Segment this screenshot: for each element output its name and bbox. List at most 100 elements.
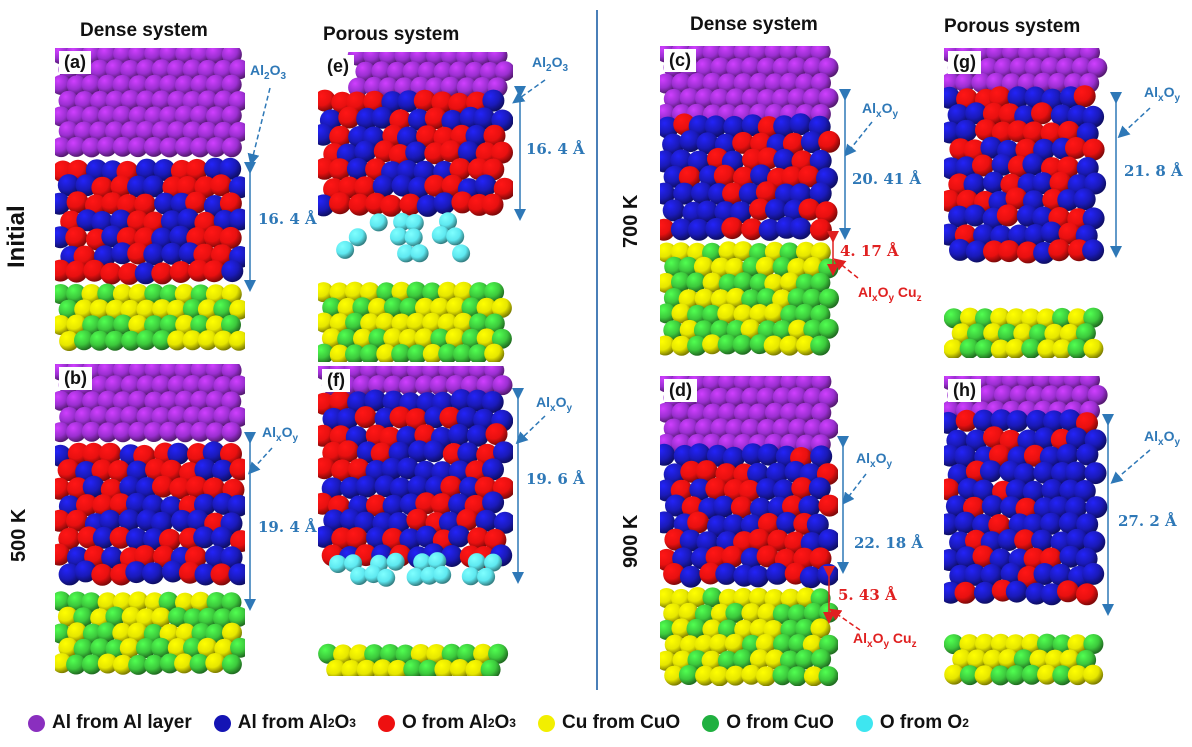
atom-o-cuo xyxy=(144,283,165,304)
atom-o-oxide xyxy=(1073,85,1096,108)
atom-al-oxide xyxy=(806,513,829,536)
atom-al-oxide xyxy=(756,478,779,501)
atom-al-oxide xyxy=(1076,443,1099,466)
atom-o-cuo xyxy=(383,297,404,318)
atom-cu xyxy=(740,319,761,340)
atom-o-cuo xyxy=(788,634,809,654)
atom-al-oxide xyxy=(101,546,124,569)
atom-al-layer xyxy=(449,61,469,82)
atom-al-oxide xyxy=(125,492,148,515)
atom-al-layer xyxy=(182,59,203,80)
atom-cu xyxy=(733,241,754,262)
atom-o-oxide xyxy=(127,242,150,265)
atom-cu xyxy=(755,256,776,277)
atom-o-oxide xyxy=(687,511,710,534)
atom-o-oxide xyxy=(738,479,761,502)
atom-al-oxide xyxy=(459,476,482,499)
atom-al-layer xyxy=(402,61,423,82)
atom-o-cuo xyxy=(702,304,723,325)
atom-cu xyxy=(1044,323,1065,344)
atom-al-layer xyxy=(135,121,156,141)
atom-al-oxide xyxy=(118,509,141,532)
atom-o-oxide xyxy=(345,527,368,550)
atom-al-layer xyxy=(166,59,187,80)
atom-al-oxide xyxy=(323,509,346,532)
phase-label-a: Al2O3 xyxy=(250,62,287,82)
atom-al-layer xyxy=(151,407,172,427)
atom-cu xyxy=(764,241,785,262)
panel-label-g: (g) xyxy=(948,51,981,74)
atom-cu xyxy=(660,335,676,356)
atom-cu xyxy=(449,659,470,676)
atom-cu xyxy=(678,602,699,623)
atom-o-oxide xyxy=(65,226,88,249)
atom-cu xyxy=(718,241,739,262)
atom-o-cuo xyxy=(407,344,428,362)
atom-cu xyxy=(57,606,78,627)
atom-al-layer xyxy=(710,387,730,408)
atom-o-cuo xyxy=(795,618,816,639)
atom-o-oxide xyxy=(732,131,755,154)
atom-al-oxide xyxy=(679,565,702,588)
atom-al-layer xyxy=(182,375,203,395)
atom-o-oxide xyxy=(331,459,354,482)
atom-al-layer xyxy=(55,422,71,443)
atom-al-layer xyxy=(993,385,1014,406)
atom-o-oxide xyxy=(748,528,771,551)
atom-al-oxide xyxy=(194,563,217,586)
atom-al-layer xyxy=(229,375,245,396)
atom-al-layer xyxy=(183,406,204,427)
atom-al-oxide xyxy=(1082,207,1105,230)
atom-o-cuo xyxy=(422,282,443,303)
atom-cu xyxy=(701,650,722,671)
atom-o2 xyxy=(461,567,480,586)
atom-al-oxide xyxy=(954,511,977,534)
atom-al-layer xyxy=(772,418,793,439)
atom-al-layer xyxy=(174,105,195,126)
atom-cu xyxy=(55,315,71,335)
atom-o-oxide xyxy=(66,191,89,214)
atom-cu xyxy=(221,284,242,305)
atom-al-oxide xyxy=(440,545,463,567)
atom-al-layer xyxy=(105,121,125,142)
atom-al-oxide xyxy=(665,494,687,517)
atom-al-layer xyxy=(663,418,684,439)
atom-o-cuo xyxy=(453,344,473,362)
atom-o-oxide xyxy=(318,89,336,112)
atom-cu xyxy=(67,622,88,643)
atom-al-oxide xyxy=(973,581,996,604)
atom-al-layer xyxy=(197,121,218,142)
legend-swatch-o2 xyxy=(855,714,873,732)
atom-cu xyxy=(990,633,1011,654)
atom-al-layer xyxy=(811,72,831,93)
atom-o-cuo xyxy=(136,330,157,350)
atom-al-oxide xyxy=(1026,409,1048,432)
atom-o-cuo xyxy=(795,649,815,670)
atom-o-cuo xyxy=(190,284,211,305)
phase-label-b: AlxOy xyxy=(262,424,299,444)
atom-al-oxide xyxy=(450,389,473,412)
atom-o2 xyxy=(433,565,452,584)
atom-al-oxide xyxy=(167,442,190,465)
atom-cu xyxy=(944,339,964,358)
atom-o-cuo xyxy=(113,314,134,335)
atom-o-cuo xyxy=(213,299,234,319)
atom-al-oxide xyxy=(194,458,217,481)
atom-al-oxide xyxy=(397,457,419,480)
atom-al-layer xyxy=(476,375,497,396)
atom-o-oxide xyxy=(955,409,978,432)
atom-cu xyxy=(1021,308,1042,329)
atom-cu xyxy=(112,622,133,643)
atom-o-oxide xyxy=(713,164,736,187)
atom-al-oxide xyxy=(991,153,1014,176)
atom-cu xyxy=(975,633,995,654)
atom-o-cuo xyxy=(944,634,964,655)
atom-o-cuo xyxy=(1075,323,1096,344)
atom-cu xyxy=(213,330,234,351)
atom-o-oxide xyxy=(483,124,506,147)
legend-swatch-o-oxide xyxy=(377,714,395,732)
atom-al-oxide xyxy=(169,225,192,248)
atom-o-cuo xyxy=(418,659,439,676)
atom-o-cuo xyxy=(772,665,793,686)
atom-al-oxide xyxy=(773,115,796,138)
